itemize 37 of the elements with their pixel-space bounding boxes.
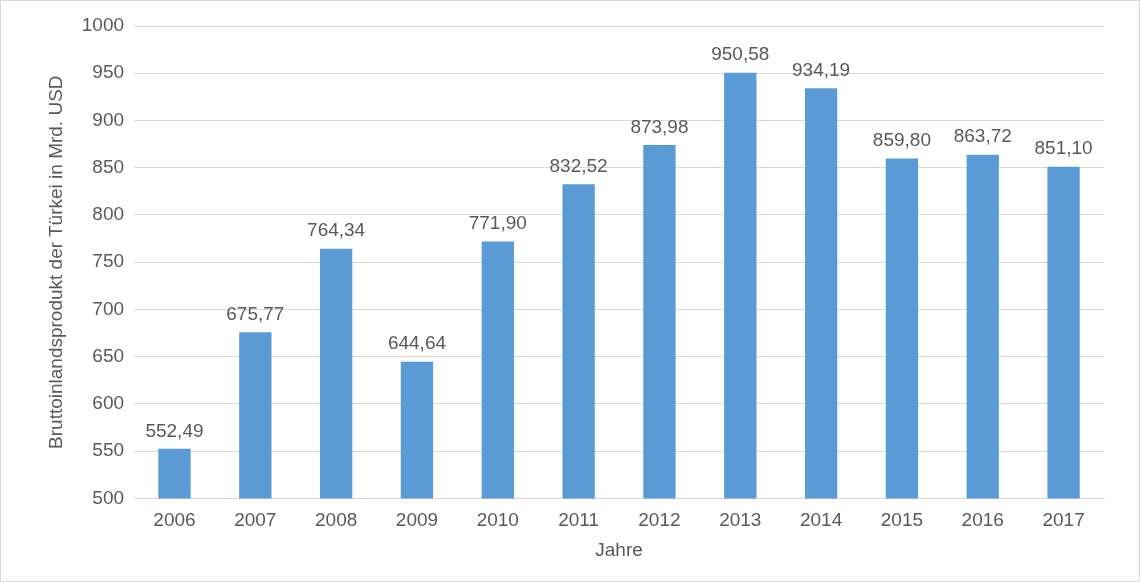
y-tick-label: 750 [92,250,125,272]
y-tick-label: 600 [92,392,125,414]
x-tick-label: 2017 [1042,509,1085,531]
x-tick-label: 2013 [719,509,762,531]
y-tick-label: 950 [92,61,125,83]
data-label: 552,49 [145,419,204,441]
y-axis-title: Bruttoinlandsprodukt der Türkei in Mrd. USD [44,75,66,449]
data-label: 934,19 [792,58,851,80]
y-tick-label: 550 [92,439,125,461]
x-tick-label: 2015 [880,509,924,531]
data-label: 873,98 [630,115,689,137]
data-label: 832,52 [549,154,608,176]
y-tick-label: 650 [92,344,125,366]
x-tick-label: 2006 [153,509,196,531]
y-tick-label: 850 [92,155,125,177]
data-label: 851,10 [1034,137,1093,159]
data-label: 675,77 [226,303,285,325]
x-axis-title: Jahre [595,538,643,560]
x-tick-label: 2011 [558,509,600,531]
data-label: 771,90 [468,212,527,234]
data-label: 863,72 [953,125,1012,147]
y-tick-label: 700 [92,297,125,319]
data-label: 859,80 [872,129,931,151]
y-tick-label: 500 [92,486,125,508]
data-label: 644,64 [387,332,447,354]
x-tick-label: 2016 [961,509,1004,531]
data-label: 764,34 [307,219,366,241]
x-tick-label: 2012 [638,509,681,531]
y-tick-label: 900 [92,108,125,130]
data-label: 950,58 [711,43,770,65]
x-tick-label: 2008 [315,509,358,531]
y-tick-label: 800 [92,203,125,225]
x-tick-label: 2010 [476,509,519,531]
x-tick-label: 2009 [395,509,439,531]
x-tick-label: 2014 [799,509,843,531]
x-tick-label: 2007 [234,509,277,531]
y-tick-label: 1000 [81,14,125,36]
